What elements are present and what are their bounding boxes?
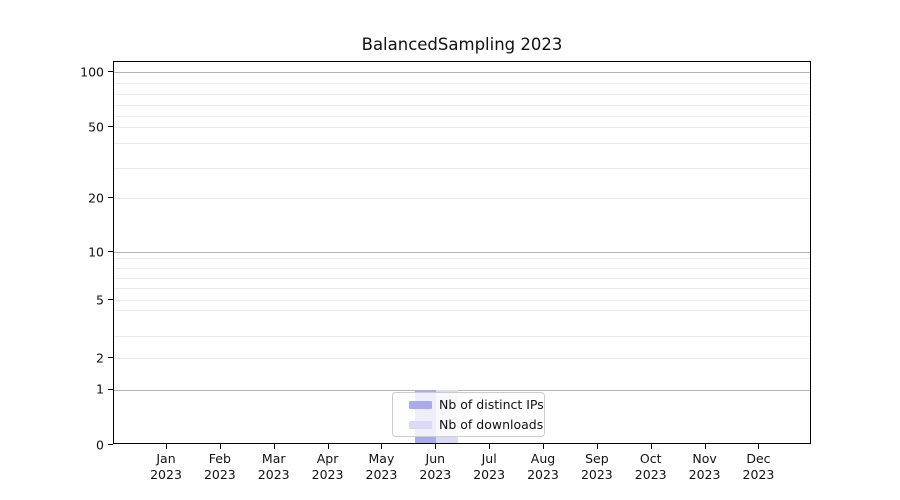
y-tick-mark [108, 444, 113, 445]
x-tick-month: Apr [316, 451, 339, 466]
y-tick-mark [108, 357, 113, 358]
legend-swatch-icon [409, 420, 432, 429]
x-tick-month: Sep [585, 451, 609, 466]
x-tick-label: May 2023 [351, 451, 411, 483]
y-gridline-minor [114, 310, 810, 311]
x-tick-mark [489, 444, 490, 449]
x-tick-month: Oct [639, 451, 662, 466]
x-tick-month: Jan [156, 451, 176, 466]
y-tick-mark [108, 251, 113, 252]
y-gridline-major [114, 72, 810, 73]
y-gridline-minor [114, 105, 810, 106]
x-tick-month: Mar [261, 451, 286, 466]
y-gridline-minor [114, 258, 810, 259]
x-tick-mark [651, 444, 652, 449]
x-tick-year: 2023 [473, 467, 506, 482]
x-tick-year: 2023 [203, 467, 236, 482]
legend-label: Nb of distinct IPs [439, 397, 544, 412]
y-tick-label: 0 [96, 437, 104, 452]
x-tick-mark [543, 444, 544, 449]
x-tick-mark [381, 444, 382, 449]
y-gridline-minor [114, 127, 810, 128]
x-tick-year: 2023 [311, 467, 344, 482]
y-tick-mark [108, 71, 113, 72]
y-gridline-major [114, 390, 810, 391]
x-tick-mark [220, 444, 221, 449]
x-tick-label: Dec 2023 [728, 451, 788, 483]
legend-label: Nb of downloads [439, 417, 544, 432]
x-tick-month: Dec [746, 451, 771, 466]
y-gridline-minor [114, 168, 810, 169]
x-tick-year: 2023 [365, 467, 398, 482]
x-tick-mark [705, 444, 706, 449]
x-tick-year: 2023 [580, 467, 613, 482]
y-gridline-minor [114, 278, 810, 279]
x-tick-label: Oct 2023 [621, 451, 681, 483]
x-tick-label: Jun 2023 [405, 451, 465, 483]
y-gridline-minor [114, 143, 810, 144]
x-tick-year: 2023 [634, 467, 667, 482]
y-gridline-major [114, 252, 810, 253]
x-tick-mark [274, 444, 275, 449]
x-tick-mark [435, 444, 436, 449]
x-tick-month: Jun [425, 451, 446, 466]
y-gridline-minor [114, 83, 810, 84]
y-tick-mark [108, 299, 113, 300]
y-tick-mark [108, 389, 113, 390]
y-tick-label: 5 [96, 292, 104, 307]
y-tick-label: 50 [88, 119, 104, 134]
y-tick-mark [108, 126, 113, 127]
y-gridline-minor [114, 288, 810, 289]
x-tick-month: Nov [692, 451, 717, 466]
legend-swatch-icon [409, 400, 432, 409]
y-gridline-minor [114, 358, 810, 359]
legend-row: Nb of distinct IPs [409, 397, 544, 413]
y-gridline-minor [114, 116, 810, 117]
x-tick-label: Feb 2023 [190, 451, 250, 483]
x-tick-year: 2023 [150, 467, 182, 482]
y-gridline-minor [114, 336, 810, 337]
y-tick-label: 100 [80, 64, 104, 79]
x-tick-mark [166, 444, 167, 449]
x-tick-mark [328, 444, 329, 449]
x-tick-year: 2023 [257, 467, 290, 482]
legend-box: Nb of distinct IPs Nb of downloads [392, 392, 545, 437]
y-gridline-minor [114, 300, 810, 301]
x-tick-mark [597, 444, 598, 449]
x-tick-year: 2023 [742, 467, 775, 482]
plot-area [113, 61, 811, 444]
x-tick-year: 2023 [527, 467, 559, 482]
x-tick-label: Jul 2023 [459, 451, 519, 483]
y-tick-label: 1 [96, 381, 104, 397]
x-tick-label: Mar 2023 [244, 451, 304, 483]
x-tick-mark [758, 444, 759, 449]
chart-title: BalancedSampling 2023 [361, 35, 563, 54]
x-tick-month: Feb [208, 451, 231, 466]
x-tick-label: Nov 2023 [675, 451, 735, 483]
x-tick-label: Aug 2023 [513, 451, 573, 483]
x-tick-label: Apr 2023 [298, 451, 358, 483]
y-gridline-minor [114, 198, 810, 199]
y-gridline-minor [114, 94, 810, 95]
x-tick-label: Sep 2023 [567, 451, 627, 483]
y-tick-mark [108, 197, 113, 198]
legend-row: Nb of downloads [409, 417, 544, 433]
x-tick-year: 2023 [419, 467, 452, 482]
y-gridline-minor [114, 268, 810, 269]
x-tick-year: 2023 [688, 467, 721, 482]
x-tick-month: May [368, 451, 395, 466]
x-tick-month: Aug [530, 451, 556, 466]
y-tick-label: 10 [88, 244, 104, 259]
y-tick-label: 20 [88, 190, 104, 205]
y-tick-label: 2 [96, 350, 104, 365]
x-tick-month: Jul [481, 451, 497, 466]
x-tick-label: Jan 2023 [136, 451, 196, 483]
